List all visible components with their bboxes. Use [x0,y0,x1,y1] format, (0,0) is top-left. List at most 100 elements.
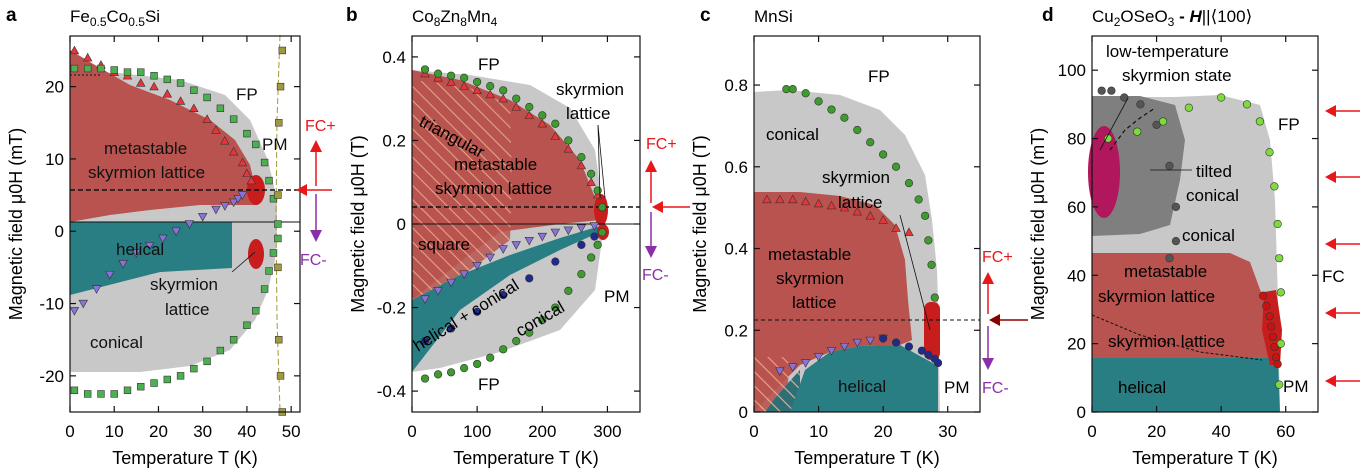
data-point [1267,322,1276,331]
data-point [252,307,260,315]
skyrmion-pocket-lower [248,239,264,269]
panel-c-frame [753,35,981,413]
data-point [826,200,837,210]
panel-a: a Fe0.5Co0.5Si 0 10 20 30 40 50 -20 -10 0 10 20 Tem… [6,5,336,468]
x-tick-label: 20 [874,422,893,441]
data-point [927,260,936,269]
data-point [933,358,943,368]
data-point [576,160,587,170]
data-point [276,82,285,91]
panel-b-title: Co8Zn8Mn4 [412,7,498,29]
y-tick-label: -10 [39,295,64,314]
y-tick-label: 0.4 [724,240,748,259]
data-point [814,97,823,106]
data-point [486,353,495,362]
data-point [190,86,198,94]
data-point [840,113,849,122]
data-point [446,278,456,288]
data-point [211,125,221,134]
x-tick-label: 100 [463,422,491,441]
data-point [252,140,260,149]
data-point [163,75,172,84]
data-point [243,321,251,329]
panel-c-markers [762,85,943,376]
data-point [269,249,278,257]
data-point [550,228,561,238]
data-point [83,64,92,73]
data-point [1104,134,1113,143]
data-point [1276,288,1285,297]
data-point [473,307,482,316]
data-point [1171,202,1181,212]
label-pm: PM [944,378,970,397]
data-point [276,372,285,380]
label-fp: FP [1278,115,1300,134]
data-point [839,202,850,212]
data-point [190,364,198,373]
data-point [563,143,574,153]
data-point [827,105,836,114]
data-point [498,93,508,103]
data-point [537,118,547,128]
x-axis-label: Temperature T (K) [453,448,598,468]
data-point [524,110,534,120]
data-point [598,203,607,212]
data-point [1262,301,1271,311]
data-point [499,86,508,95]
data-point [800,359,811,368]
data-point [175,96,186,105]
data-point [485,253,495,263]
data-point [577,270,586,279]
data-point [211,205,221,215]
data-point [775,367,785,376]
hatched-region-2 [765,370,800,412]
label-lattice: lattice [566,104,610,123]
data-point [203,357,211,366]
x-tick-label: 40 [1212,422,1231,441]
panel-label-b: b [346,5,358,26]
data-point [216,346,225,355]
panel-a-ticks: 0 10 20 30 40 50 -20 -10 0 10 20 Temperature T (K) M… [6,36,301,468]
label-metastable: metastable [1124,262,1207,281]
data-point [1270,342,1279,352]
x-tick-label: 10 [809,422,828,441]
label-low-temperature: low-temperature [1106,42,1229,61]
panel-d-frame [1091,35,1319,413]
data-point [220,202,230,211]
fc-minus-label: FC- [642,267,669,284]
label-square: square [418,235,470,254]
data-point [865,336,875,346]
data-point [921,211,930,220]
data-point [472,262,482,271]
data-point [775,194,785,204]
data-point [512,94,521,103]
fc-arrows-a: FC+ FC- [296,118,336,269]
y-tick-label: 0.6 [724,158,748,177]
y-axis-label: Magnetic field μ0H (T) [348,135,368,312]
data-point [1273,360,1282,369]
x-tick-label: 30 [938,422,957,441]
panel-b-markers [420,65,607,383]
data-point [144,242,155,251]
label-tilted-conical: conical [1186,186,1239,205]
data-point [123,386,132,395]
data-point [189,103,199,112]
panel-label-d: d [1042,5,1054,26]
label-tilted: tilted [1196,162,1232,181]
y-tick-label: 0.8 [724,76,748,95]
label-metastable: metastable [104,139,187,158]
data-point [800,196,811,206]
data-point [499,345,508,354]
data-point [498,245,508,254]
data-point [813,353,824,362]
data-point [1265,148,1274,157]
data-point [420,336,430,346]
data-point [420,374,430,383]
data-point [924,236,933,245]
data-point [852,338,863,348]
data-point [176,79,185,87]
data-point [525,274,534,283]
data-point [97,64,105,73]
metastable-region [754,192,912,412]
data-point [525,328,534,337]
